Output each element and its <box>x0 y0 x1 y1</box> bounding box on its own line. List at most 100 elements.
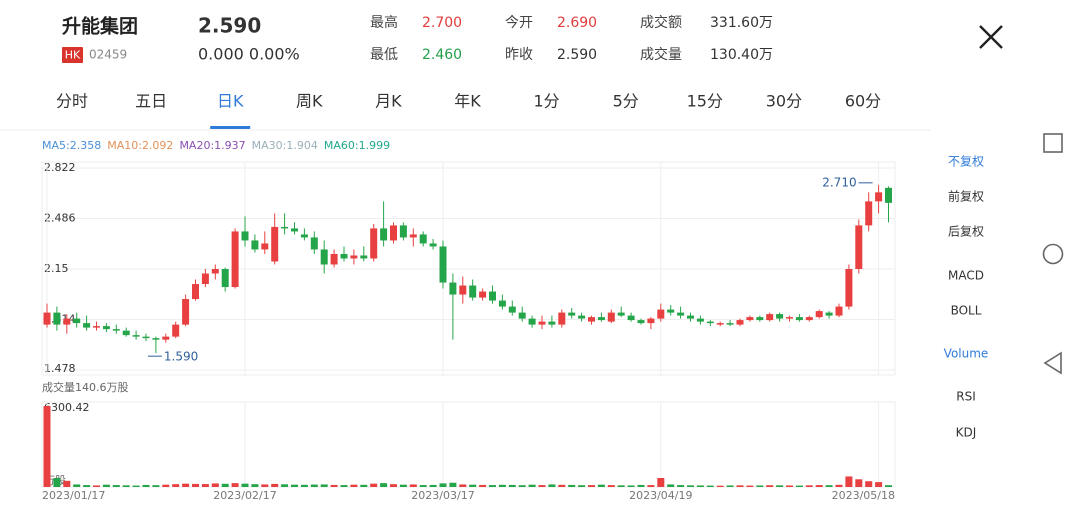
period-tab[interactable]: 年K <box>454 92 481 111</box>
candle-body <box>439 246 447 283</box>
volume-bar <box>43 406 51 487</box>
volume-bar <box>102 484 110 487</box>
candle-body <box>132 335 140 337</box>
candle-body <box>162 336 170 340</box>
period-tab[interactable]: 日K <box>217 92 244 111</box>
volume-bar <box>786 485 793 487</box>
stock-code: 02459 <box>89 48 127 62</box>
candle-body <box>469 285 477 298</box>
candle-body <box>786 317 793 319</box>
market-badge: HK <box>65 49 81 62</box>
volume-bar <box>835 484 843 487</box>
candle-body <box>340 253 348 259</box>
volume-bar <box>518 485 526 487</box>
period-tab[interactable]: 60分 <box>845 92 881 111</box>
volume-bar <box>508 484 516 487</box>
period-tab[interactable]: 五日 <box>135 92 167 111</box>
volume-bar <box>597 484 605 487</box>
stat-label: 成交量 <box>640 46 682 63</box>
volume-bar <box>281 484 289 487</box>
period-tab[interactable]: 分时 <box>56 92 88 111</box>
side-option[interactable]: Volume <box>944 347 989 361</box>
volume-bar <box>241 483 249 487</box>
candle-body <box>399 225 407 238</box>
volume-bar <box>261 484 269 487</box>
price-change: 0.000 0.00% <box>198 45 300 64</box>
volume-bar <box>271 483 279 487</box>
side-option[interactable]: 后复权 <box>948 225 984 239</box>
x-tick-label: 2023/02/17 <box>213 489 276 502</box>
stat-value: 2.460 <box>422 47 462 63</box>
volume-bar <box>706 485 714 487</box>
volume-bar <box>766 485 774 487</box>
candle-body <box>637 320 645 324</box>
candle-body <box>538 321 546 325</box>
candle-body <box>231 231 239 288</box>
candle-body <box>479 291 487 298</box>
period-tab[interactable]: 周K <box>296 92 323 111</box>
volume-bar <box>152 485 160 487</box>
market-badge-bg <box>62 47 83 63</box>
volume-bar <box>617 485 625 487</box>
candle-body <box>855 225 863 269</box>
candle-body <box>152 338 160 340</box>
volume-bar <box>637 484 645 487</box>
x-tick-label: 2023/05/18 <box>832 489 895 502</box>
period-tab[interactable]: 5分 <box>613 92 639 111</box>
candle-body <box>192 284 199 300</box>
volume-bar <box>93 485 100 487</box>
stat-value: 2.700 <box>422 15 462 31</box>
side-option[interactable]: KDJ <box>956 426 977 440</box>
candle-body <box>83 323 91 328</box>
volume-bar <box>687 485 694 487</box>
side-option[interactable]: 前复权 <box>948 189 984 204</box>
candle-body <box>756 317 764 321</box>
volume-bar <box>558 484 566 487</box>
volume-bar <box>162 484 170 487</box>
volume-bar <box>73 484 81 487</box>
candle-body <box>73 318 81 324</box>
stat-value: 130.40万 <box>710 47 773 63</box>
close-button[interactable] <box>979 25 1003 49</box>
volume-bar <box>805 485 813 487</box>
candle-body <box>370 228 378 259</box>
volume-bar <box>409 484 417 487</box>
side-option[interactable]: RSI <box>956 390 976 404</box>
side-option[interactable]: MACD <box>948 269 984 283</box>
candle-body <box>736 320 744 325</box>
nav-home[interactable] <box>1042 243 1064 265</box>
candle-body <box>776 314 784 319</box>
volume-bar <box>182 483 190 487</box>
ma-label: MA30:1.904 <box>252 139 318 152</box>
candle-body <box>815 311 823 318</box>
volume-bar <box>201 484 209 487</box>
volume-bar <box>310 484 318 487</box>
period-tab[interactable]: 1分 <box>534 92 560 111</box>
volume-bar <box>459 484 467 487</box>
period-tab[interactable]: 月K <box>375 92 402 111</box>
candle-body <box>726 323 734 325</box>
candle-body <box>320 249 328 265</box>
nav-recents[interactable] <box>1043 133 1063 153</box>
period-tab[interactable]: 15分 <box>687 92 723 111</box>
volume-bar <box>647 485 655 487</box>
side-option[interactable]: BOLL <box>951 304 982 318</box>
side-option[interactable]: 不复权 <box>948 155 984 169</box>
volume-bar <box>380 483 388 487</box>
nav-back[interactable] <box>1043 351 1062 375</box>
stock-name: 升能集团 <box>62 15 138 38</box>
candle-body <box>508 306 516 313</box>
x-tick-label: 2023/03/17 <box>411 489 474 502</box>
candle-body <box>409 234 417 238</box>
ma-label: MA20:1.937 <box>179 139 245 152</box>
period-tab[interactable]: 30分 <box>766 92 802 111</box>
volume-bar <box>172 484 180 487</box>
candle-body <box>558 312 566 325</box>
candle-body <box>696 318 704 322</box>
candle-body <box>350 255 358 259</box>
volume-bar <box>469 484 477 487</box>
volume-bar <box>627 485 635 487</box>
candle-body <box>182 299 190 325</box>
close-icon <box>979 25 1003 49</box>
